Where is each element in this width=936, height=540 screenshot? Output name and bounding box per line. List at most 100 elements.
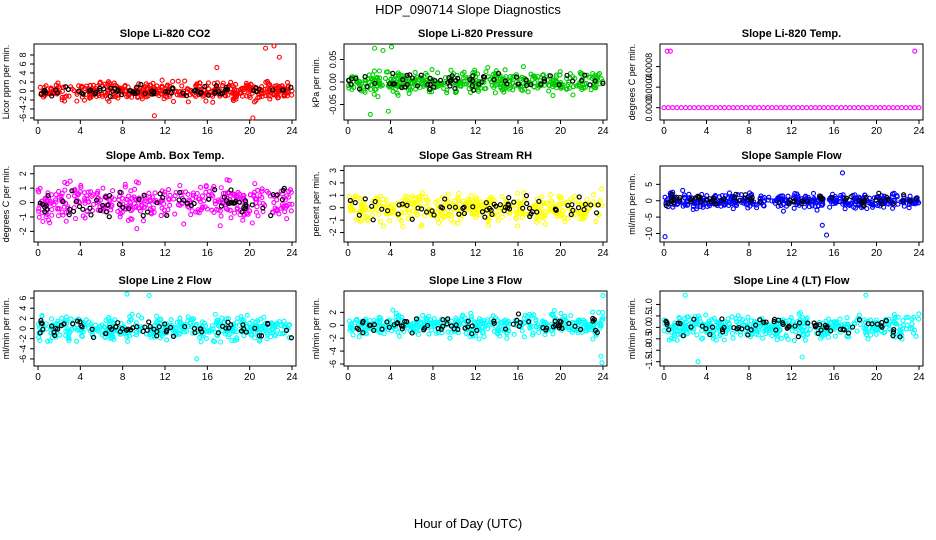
data-point [897, 327, 903, 333]
data-point [743, 105, 749, 111]
overlay-point [444, 321, 450, 327]
overlay-point [37, 330, 43, 336]
data-series [662, 170, 922, 240]
data-point [485, 218, 491, 224]
outlier-point [276, 54, 282, 60]
data-point [426, 331, 432, 337]
data-point [225, 92, 231, 98]
data-point [886, 105, 892, 111]
data-point [76, 83, 82, 89]
data-point [738, 332, 744, 338]
data-point [791, 205, 797, 211]
data-point [536, 204, 543, 210]
data-point [786, 105, 792, 111]
data-point [203, 98, 209, 104]
data-point [464, 321, 471, 327]
data-point [564, 75, 570, 82]
overlay-point [215, 89, 222, 95]
data-point [383, 197, 389, 203]
overlay-point [467, 77, 473, 83]
overlay-point [66, 212, 72, 218]
overlay-point [479, 209, 486, 215]
y-tick-label: 8 [18, 52, 28, 57]
data-point [450, 219, 457, 225]
data-point [516, 211, 522, 217]
y-axis-label: ml/min per min. [311, 298, 321, 360]
data-point [699, 328, 705, 334]
data-point [189, 316, 195, 322]
overlay-point [479, 79, 485, 85]
overlay-point [901, 192, 907, 198]
data-point [561, 214, 567, 220]
data-point [502, 67, 508, 73]
overlay-point [134, 324, 140, 330]
data-point [747, 105, 753, 111]
data-point [198, 339, 204, 345]
x-tick-label: 20 [555, 372, 567, 383]
overlay-point [709, 324, 716, 330]
data-point [476, 336, 482, 342]
overlay-point [288, 335, 295, 341]
data-point [57, 332, 63, 338]
overlay-point [97, 207, 103, 214]
overlay-point [136, 196, 142, 202]
overlay-point [256, 333, 262, 339]
data-point [286, 194, 292, 200]
panel-title: Slope Li-820 Pressure [418, 28, 533, 40]
overlay-point [869, 321, 875, 327]
data-point [868, 105, 875, 111]
panel-2: Slope Li-820 Pressure kPa per min. 0 4 8 12 16… [311, 28, 609, 137]
overlay-point [666, 327, 672, 333]
overlay-point [744, 325, 750, 331]
data-point [159, 83, 165, 89]
overlay-point [570, 78, 576, 84]
data-point [244, 323, 250, 329]
overlay-point [70, 208, 77, 214]
data-point [525, 89, 531, 95]
data-point [346, 318, 352, 324]
overlay-point [913, 196, 919, 202]
data-point [124, 196, 131, 203]
data-point [514, 190, 521, 197]
x-tick-label: 16 [202, 248, 214, 259]
overlay-point [438, 326, 444, 332]
data-point [402, 197, 409, 203]
data-point [234, 193, 240, 200]
data-point [783, 333, 789, 339]
outlier-point [839, 170, 846, 176]
outlier-point [367, 111, 373, 117]
data-point [448, 67, 454, 73]
overlay-point [483, 200, 489, 206]
overlay-point [144, 209, 151, 215]
data-point [218, 339, 224, 345]
data-point [396, 333, 403, 339]
data-point [474, 195, 480, 201]
data-point [445, 329, 451, 335]
overlay-point [556, 325, 562, 331]
data-point [435, 203, 441, 209]
data-point [556, 212, 563, 218]
overlay-point [399, 84, 405, 91]
data-point [825, 105, 831, 111]
data-point [690, 329, 696, 335]
data-point [700, 335, 706, 341]
overlay-point [160, 194, 166, 201]
data-point [417, 199, 423, 205]
data-point [780, 193, 786, 199]
data-point [576, 199, 582, 205]
data-point [825, 316, 832, 322]
overlay-point [856, 317, 863, 323]
overlay-point [680, 333, 686, 339]
data-point [431, 324, 437, 330]
data-point [900, 318, 906, 324]
overlay-point [720, 329, 726, 335]
overlay-point [470, 73, 476, 79]
overlay-point [469, 83, 475, 89]
data-point [753, 327, 759, 334]
data-point [369, 77, 375, 83]
overlay-point [590, 315, 596, 322]
data-point [480, 324, 486, 330]
overlay-point [878, 198, 884, 204]
overlay-point [526, 205, 533, 211]
data-point [91, 327, 97, 333]
